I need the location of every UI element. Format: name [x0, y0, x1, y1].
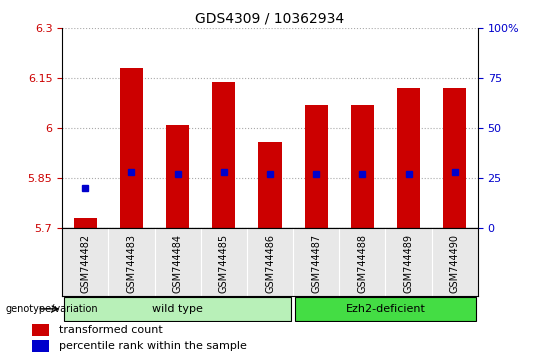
- Text: GSM744490: GSM744490: [450, 234, 460, 293]
- Text: GSM744489: GSM744489: [403, 234, 414, 293]
- Text: GSM744482: GSM744482: [80, 234, 90, 293]
- Bar: [443, 88, 467, 228]
- Text: transformed count: transformed count: [59, 325, 163, 336]
- Text: genotype/variation: genotype/variation: [5, 304, 98, 314]
- Text: GSM744488: GSM744488: [357, 234, 367, 293]
- Text: GSM744487: GSM744487: [311, 234, 321, 293]
- Bar: [32, 340, 49, 353]
- Bar: [64, 297, 291, 321]
- Bar: [397, 88, 420, 228]
- Text: GSM744483: GSM744483: [126, 234, 137, 293]
- Bar: [32, 324, 49, 336]
- Text: GSM744484: GSM744484: [173, 234, 183, 293]
- Bar: [295, 297, 476, 321]
- Text: wild type: wild type: [152, 304, 203, 314]
- Text: percentile rank within the sample: percentile rank within the sample: [59, 341, 247, 352]
- Text: GSM744486: GSM744486: [265, 234, 275, 293]
- Bar: [73, 218, 97, 228]
- Bar: [120, 68, 143, 228]
- Bar: [259, 142, 281, 228]
- Bar: [351, 105, 374, 228]
- Bar: [305, 105, 328, 228]
- Text: Ezh2-deficient: Ezh2-deficient: [346, 304, 426, 314]
- Text: GSM744485: GSM744485: [219, 234, 229, 293]
- Bar: [166, 125, 189, 228]
- Bar: [212, 82, 235, 228]
- Title: GDS4309 / 10362934: GDS4309 / 10362934: [195, 12, 345, 26]
